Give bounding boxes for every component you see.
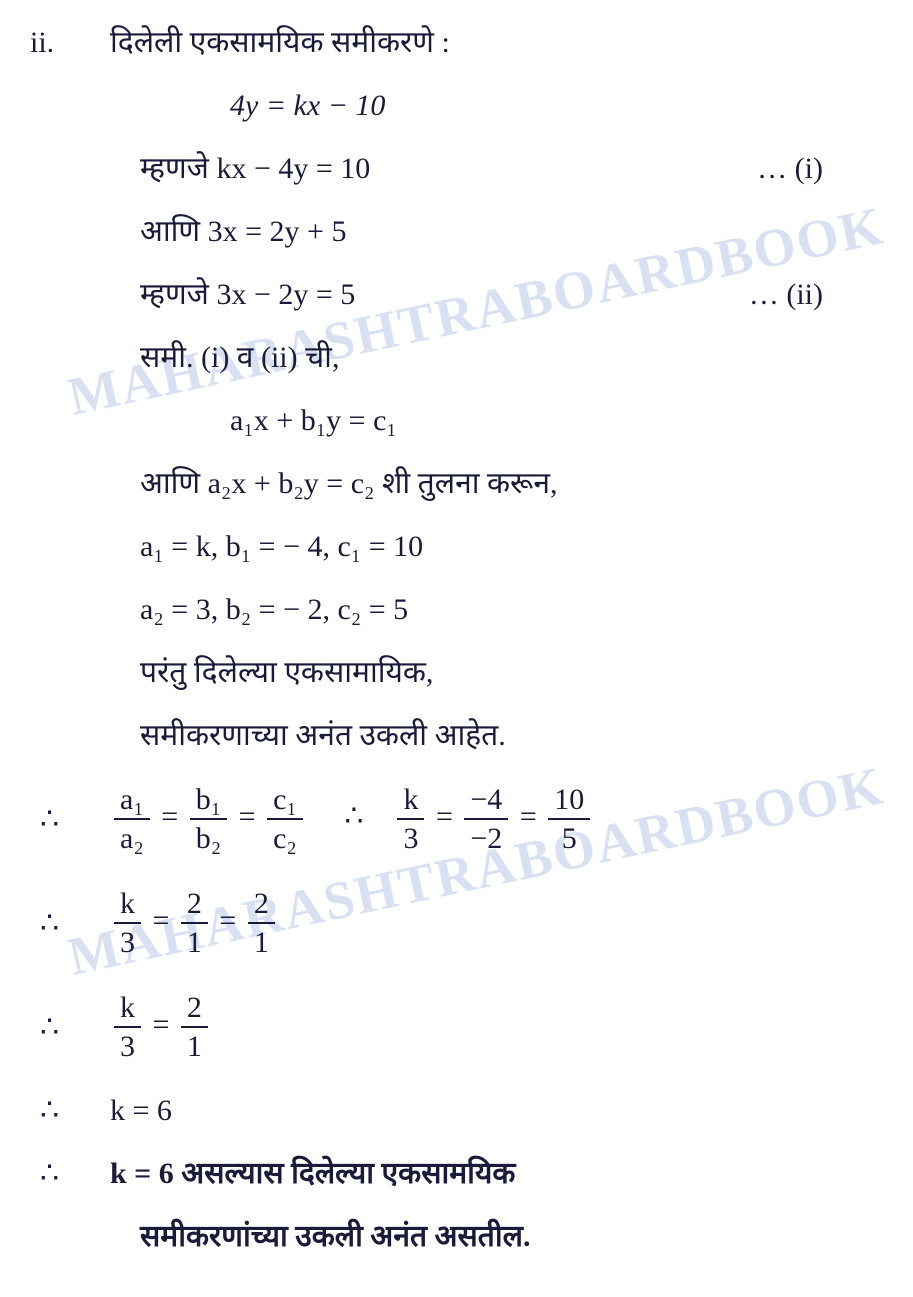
line-conclusion-1: ∴ k = 6 असल्यास दिलेल्या एकसामयिक xyxy=(30,1151,883,1196)
eq-ii-tag: … (ii) xyxy=(749,272,883,317)
line-k6: ∴ k = 6 xyxy=(30,1088,883,1133)
line-eq-given: 4y = kx − 10 xyxy=(30,83,883,128)
frac-21a: 21 xyxy=(181,887,208,959)
frac-a: a₁a₂ xyxy=(114,783,150,855)
therefore-4: ∴ xyxy=(30,1088,110,1133)
frac-42: −4−2 xyxy=(464,783,508,855)
frac-k3b: k3 xyxy=(114,887,141,959)
solution-content: ii. दिलेली एकसामयिक समीकरणे : 4y = kx − … xyxy=(0,0,913,1297)
line-general-1: a₁x + b₁y = c₁ xyxy=(30,398,883,443)
coef-2: a₂ = 3, b₂ = − 2, c₂ = 5 xyxy=(140,587,883,632)
but-text: परंतु दिलेल्या एकसामायिक, xyxy=(140,650,883,695)
line-ratio-simplify: ∴ k3 = 21 = 21 xyxy=(30,880,883,966)
eq-i-text: म्हणजे kx − 4y = 10 xyxy=(140,146,757,191)
general-2: आणि a₂x + b₂y = c₂ शी तुलना करून, xyxy=(140,461,883,506)
therefore-5: ∴ xyxy=(30,1151,110,1196)
eq-i-tag: … (i) xyxy=(757,146,883,191)
line-eq-i: म्हणजे kx − 4y = 10 … (i) xyxy=(30,146,883,191)
line-eq-ii: म्हणजे 3x − 2y = 5 … (ii) xyxy=(30,272,883,317)
line-ratio-final: ∴ k3 = 21 xyxy=(30,984,883,1070)
coef-1: a₁ = k, b₁ = − 4, c₁ = 10 xyxy=(140,524,883,569)
frac-b: b₁b₂ xyxy=(190,783,227,855)
ratio-final: k3 = 21 xyxy=(110,991,883,1063)
frac-k3c: k3 xyxy=(114,991,141,1063)
line-coef-2: a₂ = 3, b₂ = − 2, c₂ = 5 xyxy=(30,587,883,632)
therefore-1: ∴ xyxy=(30,797,110,842)
eq-3x-text: आणि 3x = 2y + 5 xyxy=(140,209,883,254)
frac-k3: k3 xyxy=(397,783,424,855)
frac-c: c₁c₂ xyxy=(267,783,303,855)
problem-number: ii. xyxy=(30,20,110,65)
therefore-2: ∴ xyxy=(30,901,110,946)
compare-text: समी. (i) व (ii) ची, xyxy=(140,335,883,380)
conclusion-1: k = 6 असल्यास दिलेल्या एकसामयिक xyxy=(110,1151,883,1196)
ratio-simplify: k3 = 21 = 21 xyxy=(110,887,883,959)
line-general-2: आणि a₂x + b₂y = c₂ शी तुलना करून, xyxy=(30,461,883,506)
eq-ii-text: म्हणजे 3x − 2y = 5 xyxy=(140,272,749,317)
conclusion-2: समीकरणांच्या उकली अनंत असतील. xyxy=(140,1214,883,1259)
ratio-general: a₁a₂ = b₁b₂ = c₁c₂ ∴ k3 = −4−2 = 105 xyxy=(110,783,883,855)
therefore-3: ∴ xyxy=(30,1005,110,1050)
line-infinite: समीकरणाच्या अनंत उकली आहेत. xyxy=(30,713,883,758)
line-and-3x: आणि 3x = 2y + 5 xyxy=(30,209,883,254)
frac-21b: 21 xyxy=(248,887,275,959)
line-compare: समी. (i) व (ii) ची, xyxy=(30,335,883,380)
k-equals-6: k = 6 xyxy=(110,1088,883,1133)
frac-105: 105 xyxy=(548,783,590,855)
line-but: परंतु दिलेल्या एकसामायिक, xyxy=(30,650,883,695)
general-1: a₁x + b₁y = c₁ xyxy=(230,398,883,443)
line-conclusion-2: समीकरणांच्या उकली अनंत असतील. xyxy=(30,1214,883,1259)
heading-text: दिलेली एकसामयिक समीकरणे : xyxy=(110,20,883,65)
line-coef-1: a₁ = k, b₁ = − 4, c₁ = 10 xyxy=(30,524,883,569)
line-heading: ii. दिलेली एकसामयिक समीकरणे : xyxy=(30,20,883,65)
infinite-text: समीकरणाच्या अनंत उकली आहेत. xyxy=(140,713,883,758)
eq-4y: 4y = kx − 10 xyxy=(230,83,883,128)
frac-21c: 21 xyxy=(181,991,208,1063)
line-ratio-general: ∴ a₁a₂ = b₁b₂ = c₁c₂ ∴ k3 = −4−2 = 105 xyxy=(30,776,883,862)
